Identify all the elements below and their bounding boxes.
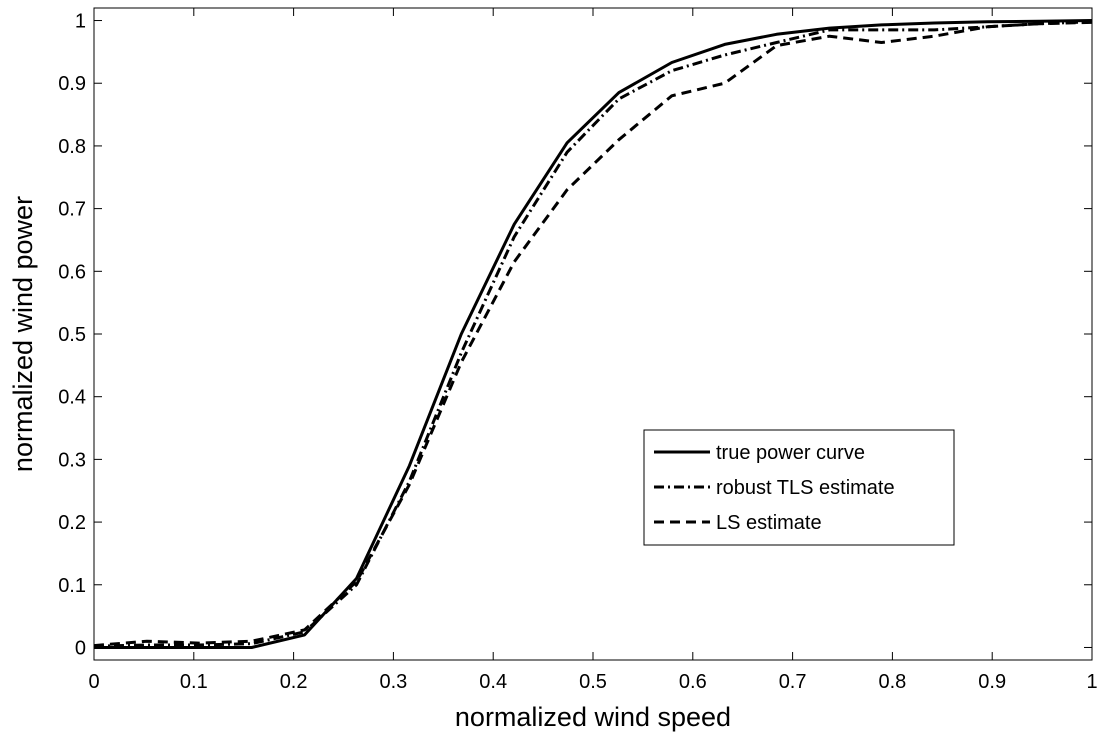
x-axis-title: normalized wind speed xyxy=(455,702,731,732)
x-tick-label: 0.8 xyxy=(878,671,906,693)
x-tick-label: 0.3 xyxy=(379,671,407,693)
y-tick-label: 0.7 xyxy=(58,199,86,221)
y-tick-label: 0.5 xyxy=(58,324,86,346)
x-tick-label: 0.7 xyxy=(779,671,807,693)
legend-label-robust-tls-estimate: robust TLS estimate xyxy=(716,477,895,499)
x-tick-label: 0.6 xyxy=(679,671,707,693)
series-line-robust-tls-estimate xyxy=(93,20,1093,648)
y-tick-label: 0.3 xyxy=(58,449,86,471)
y-tick-label: 0 xyxy=(75,637,86,659)
y-tick-label: 1 xyxy=(75,11,86,33)
y-tick-label: 0.2 xyxy=(58,512,86,534)
y-axis-title: normalized wind power xyxy=(8,196,38,472)
x-tick-label: 0.1 xyxy=(180,671,208,693)
x-tick-label: 0.5 xyxy=(579,671,607,693)
y-tick-label: 0.8 xyxy=(58,136,86,158)
series-lines xyxy=(93,19,1093,649)
x-tick-label: 0.9 xyxy=(978,671,1006,693)
series-line-ls-estimate xyxy=(93,20,1093,648)
x-tick-label: 0.4 xyxy=(479,671,507,693)
y-tick-label: 0.4 xyxy=(58,387,86,409)
legend-label-true-power-curve: true power curve xyxy=(716,442,865,464)
axis-ticks: 0 0.1 0.2 0.3 0.4 0.5 0.6 0.7 0.8 0.9 1 0 0.1 0.2 0.3 0… xyxy=(58,8,1098,693)
legend: true power curve robust TLS estimate LS … xyxy=(643,429,955,546)
y-tick-label: 0.1 xyxy=(58,575,86,597)
x-tick-label: 1 xyxy=(1086,671,1097,693)
series-line-true-power-curve xyxy=(94,19,1093,649)
x-tick-label: 0.2 xyxy=(280,671,308,693)
y-tick-label: 0.6 xyxy=(58,261,86,283)
legend-label-ls-estimate: LS estimate xyxy=(716,512,822,534)
x-tick-label: 0 xyxy=(88,671,99,693)
y-tick-label: 0.9 xyxy=(58,73,86,95)
